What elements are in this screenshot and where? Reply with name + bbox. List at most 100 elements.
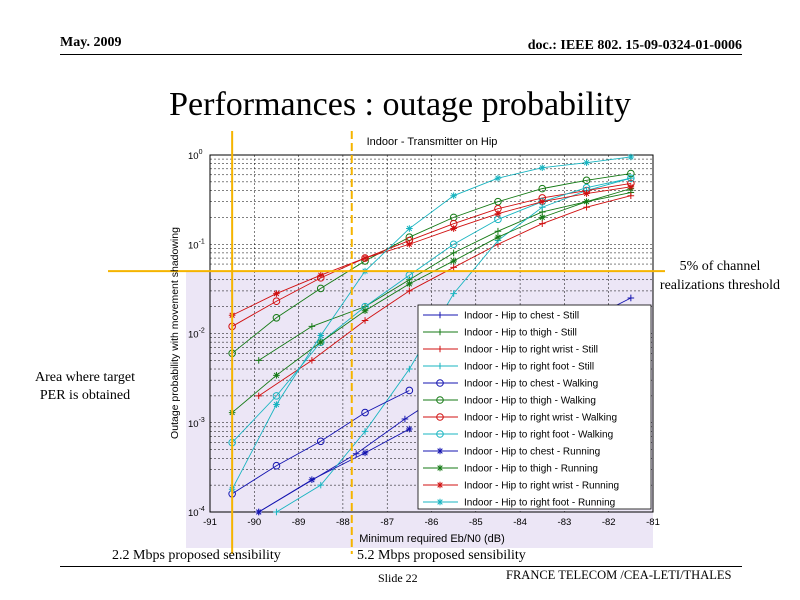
y-tick-label: 10-1	[188, 238, 205, 251]
legend-entry: Indoor - Hip to right wrist - Still	[423, 345, 598, 356]
data-point	[406, 425, 413, 433]
target-area-annotation: Area where target PER is obtained	[20, 369, 150, 405]
y-tick-label: 100	[188, 149, 203, 162]
legend-label: Indoor - Hip to chest - Walking	[464, 379, 598, 390]
legend-label: Indoor - Hip to right wrist - Still	[464, 345, 598, 356]
data-point	[272, 392, 281, 400]
data-point	[627, 192, 635, 199]
data-point	[450, 192, 457, 199]
legend-entry: Indoor - Hip to thigh - Running	[423, 464, 598, 475]
legend-entry: Indoor - Hip to chest - Running	[423, 447, 600, 458]
x-tick-label: -84	[513, 517, 527, 528]
data-point	[627, 174, 635, 182]
y-axis-label: Outage probability with movement shadowi…	[169, 227, 181, 439]
data-point	[436, 447, 444, 455]
data-point	[436, 379, 444, 387]
data-point	[450, 225, 457, 232]
data-point	[449, 240, 458, 249]
threshold-annotation-line2: realizations threshold	[659, 278, 781, 293]
series-line	[258, 428, 410, 513]
data-point	[494, 227, 502, 235]
data-point	[273, 401, 280, 408]
legend-label: Indoor - Hip to right foot - Running	[464, 498, 615, 509]
x-tick-label: -90	[247, 517, 261, 528]
series-line	[231, 177, 631, 443]
data-point	[583, 159, 590, 166]
data-point	[273, 372, 280, 379]
data-point	[627, 169, 635, 178]
legend-label: Indoor - Hip to right foot - Still	[464, 362, 594, 373]
data-point	[316, 284, 325, 293]
data-point	[316, 437, 325, 446]
data-point	[538, 198, 546, 205]
data-point	[436, 345, 444, 353]
header-divider	[60, 54, 742, 55]
data-point	[352, 450, 360, 458]
data-point	[436, 430, 444, 438]
legend-entry: Indoor - Hip to right wrist - Running	[423, 481, 619, 492]
header-doc-id: doc.: IEEE 802. 15-09-0324-01-0006	[527, 38, 742, 53]
data-point	[308, 357, 316, 364]
legend-label: Indoor - Hip to chest - Still	[464, 311, 579, 322]
data-point	[494, 210, 502, 217]
data-point	[436, 311, 444, 319]
data-point	[583, 198, 590, 205]
x-tick-label: -89	[292, 517, 306, 528]
series-line	[231, 186, 631, 316]
data-point	[406, 225, 413, 232]
chart-ticks: -91 -90 -89 -88 -87 -86 -85 -84 -83 -82 -81 100 10-1…	[188, 149, 660, 528]
data-point	[255, 508, 263, 516]
data-point	[255, 357, 263, 364]
plot-frame	[209, 154, 654, 513]
legend-label: Indoor - Hip to right foot - Walking	[464, 430, 613, 441]
data-point	[582, 176, 591, 185]
data-point	[361, 449, 369, 457]
data-point	[450, 257, 457, 265]
target-area-annotation-line2: PER is obtained	[39, 388, 131, 403]
chart-legend: Indoor - Hip to chest - Still Indoor - Hi…	[417, 304, 652, 510]
series-group	[255, 192, 635, 400]
x-tick-label: -85	[469, 517, 483, 528]
target-area-annotation-line1: Area where target	[34, 370, 136, 385]
chart-series	[228, 153, 635, 516]
data-point	[405, 386, 414, 395]
x-tick-label: -86	[425, 517, 439, 528]
data-point	[401, 415, 409, 423]
data-point	[538, 164, 546, 172]
legend-entry: Indoor - Hip to right foot - Still	[423, 362, 594, 373]
data-point	[272, 313, 281, 322]
legend-entry: Indoor - Hip to right foot - Walking	[423, 430, 613, 441]
data-point	[361, 307, 369, 315]
data-point	[436, 498, 444, 506]
data-point	[627, 153, 635, 161]
data-point	[494, 233, 502, 241]
x-axis-label: Minimum required Eb/N0 (dB)	[359, 533, 505, 545]
data-point	[272, 297, 281, 306]
data-point	[450, 249, 457, 257]
data-point	[583, 203, 590, 211]
x-tick-label: -82	[602, 517, 616, 528]
data-point	[627, 294, 635, 302]
data-point	[538, 214, 546, 221]
x-tick-label: -88	[336, 517, 350, 528]
data-point	[627, 183, 635, 191]
chart-title: Indoor - Transmitter on Hip	[367, 136, 498, 148]
slide-number: Slide 22	[378, 571, 418, 585]
legend-entry: Indoor - Hip to right foot - Running	[423, 498, 615, 509]
legend-entry: Indoor - Hip to chest - Still	[423, 311, 579, 322]
legend-label: Indoor - Hip to chest - Running	[464, 447, 600, 458]
series-line	[231, 390, 410, 495]
slide-title: Performances : outage probability	[169, 86, 631, 123]
legend-entry: Indoor - Hip to chest - Walking	[423, 379, 598, 390]
data-point	[406, 240, 413, 248]
legend-entry: Indoor - Hip to thigh - Still	[423, 328, 577, 339]
data-point	[273, 508, 280, 516]
data-point	[436, 413, 444, 421]
legend-label: Indoor - Hip to thigh - Walking	[464, 396, 596, 407]
legend-label: Indoor - Hip to thigh - Still	[464, 328, 577, 339]
header-date: May. 2009	[60, 35, 122, 50]
data-point	[436, 481, 444, 489]
data-point	[406, 287, 413, 295]
x-tick-label: -81	[646, 517, 660, 528]
